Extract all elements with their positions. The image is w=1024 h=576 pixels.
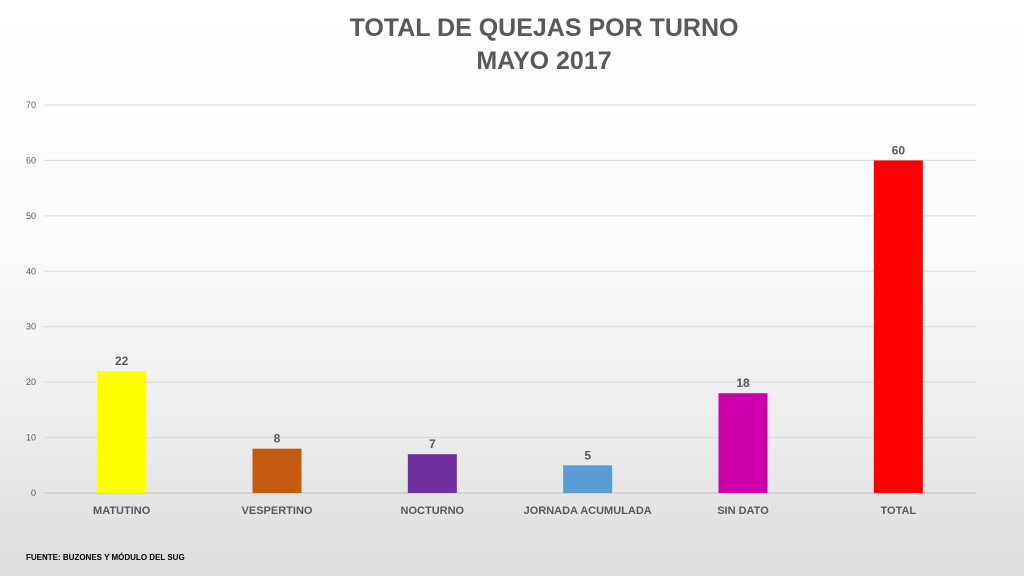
data-label: 18 xyxy=(736,376,750,390)
bar xyxy=(407,454,457,493)
y-tick-label: 0 xyxy=(31,488,36,498)
y-tick-label: 50 xyxy=(26,211,36,221)
x-tick-label: TOTAL xyxy=(881,505,917,517)
y-tick-label: 40 xyxy=(26,266,36,276)
bar xyxy=(718,393,768,493)
y-tick-label: 70 xyxy=(26,100,36,110)
y-tick-label: 60 xyxy=(26,155,36,165)
bar xyxy=(252,448,302,493)
chart-title-block: TOTAL DE QUEJAS POR TURNO MAYO 2017 xyxy=(0,12,1024,78)
y-axis-ticks: 0 10 20 30 40 50 60 70 xyxy=(26,100,36,498)
x-tick-label: JORNADA ACUMULADA xyxy=(524,505,652,517)
y-tick-label: 30 xyxy=(26,322,36,332)
data-label: 22 xyxy=(115,354,129,368)
gridlines xyxy=(44,104,976,494)
bar xyxy=(563,465,613,493)
bar xyxy=(97,371,147,493)
x-tick-label: MATUTINO xyxy=(93,505,151,517)
bars xyxy=(97,160,923,493)
chart-subtitle: MAYO 2017 xyxy=(476,47,612,75)
x-tick-label: SIN DATO xyxy=(717,505,769,517)
y-tick-label: 10 xyxy=(26,433,36,443)
data-labels: 22 8 7 5 18 60 xyxy=(115,143,905,462)
bar xyxy=(873,160,923,493)
chart-title: TOTAL DE QUEJAS POR TURNO xyxy=(349,14,739,42)
source-note: FUENTE: BUZONES Y MÓDULO DEL SUG xyxy=(26,553,185,562)
x-tick-label: NOCTURNO xyxy=(401,505,465,517)
data-label: 7 xyxy=(429,437,436,451)
data-label: 60 xyxy=(892,143,906,157)
y-tick-label: 20 xyxy=(26,377,36,387)
x-tick-label: VESPERTINO xyxy=(242,505,313,517)
x-axis-labels: MATUTINO VESPERTINO NOCTURNO JORNADA ACUMUL… xyxy=(93,505,916,517)
data-label: 8 xyxy=(274,432,281,446)
data-label: 5 xyxy=(584,448,591,462)
